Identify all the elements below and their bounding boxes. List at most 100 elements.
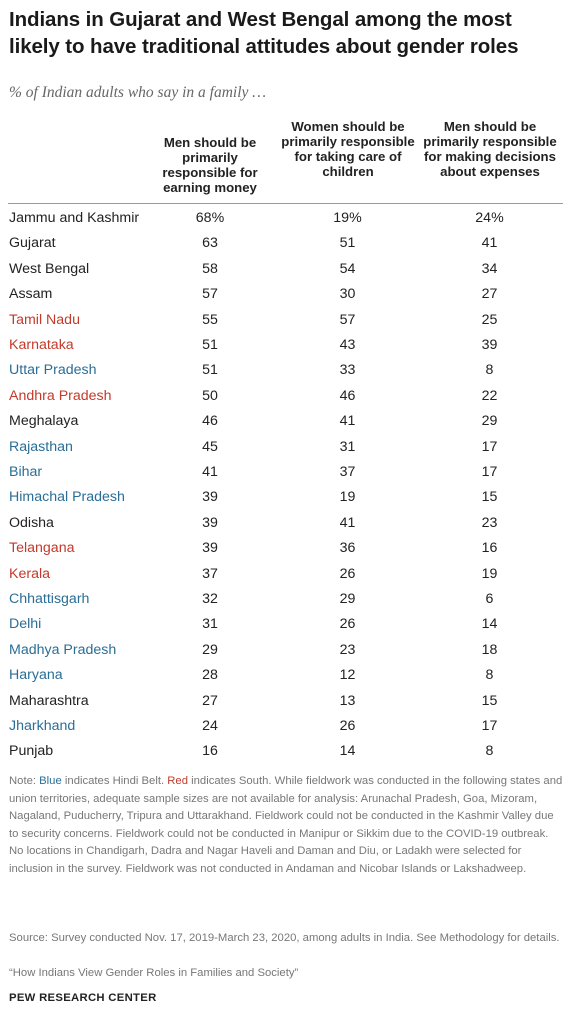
value-cell-v3: 29: [481, 413, 498, 430]
note-red-word: Red: [167, 775, 188, 787]
value-cell-v3: 39: [481, 337, 498, 353]
column-header-childcare: Women should be primarily responsible fo…: [281, 119, 415, 179]
value-cell-v3: 17: [481, 718, 498, 734]
pew-logo-text: PEW RESEARCH CENTER: [9, 992, 157, 1004]
column-header-earning-money: Men should be primarily responsible for …: [162, 135, 258, 195]
value-cell-v3: 8: [485, 667, 494, 684]
table-row: Gujarat 63 51 41: [0, 233, 571, 258]
chart-title: Indians in Gujarat and West Bengal among…: [9, 8, 519, 58]
value-cell-v3: 8: [485, 362, 494, 379]
table-row: Chhattisgarh 32 29 6: [0, 589, 571, 614]
value-cell-v2: 33: [339, 362, 356, 379]
state-name: Andhra Pradesh: [9, 387, 112, 404]
value-cell-v2: 12: [339, 667, 356, 684]
value-cell-v1: 57: [202, 286, 218, 303]
value-cell-v1: 41: [202, 464, 218, 480]
value-cell-v2: 19%: [333, 210, 362, 226]
value-cell-v3: 18: [481, 641, 498, 658]
value-cell-v2: 26: [339, 718, 356, 734]
value-cell-v2: 13: [339, 692, 356, 709]
value-cell-v2: 29: [339, 591, 356, 607]
table-row: Andhra Pradesh 50 46 22: [0, 386, 571, 411]
value-cell-v3: 41: [481, 235, 498, 252]
column-header-expenses: Men should be primarily responsible for …: [423, 119, 557, 179]
table-row: Tamil Nadu 55 57 25: [0, 310, 571, 335]
state-name: Odisha: [9, 514, 54, 531]
table-row: Kerala 37 26 19: [0, 564, 571, 589]
footnote: Note: Blue indicates Hindi Belt. Red ind…: [9, 775, 563, 875]
state-name: Delhi: [9, 616, 42, 633]
state-name: Tamil Nadu: [9, 311, 80, 328]
value-cell-v1: 27: [202, 692, 218, 709]
table-row: Odisha 39 41 23: [0, 513, 571, 538]
value-cell-v2: 51: [339, 235, 356, 252]
chart-subtitle: % of Indian adults who say in a family …: [9, 84, 267, 101]
table-row: Haryana 28 12 8: [0, 665, 571, 690]
value-cell-v2: 43: [339, 337, 356, 353]
value-cell-v1: 55: [202, 311, 218, 328]
value-cell-v3: 27: [481, 286, 498, 303]
state-name: Bihar: [9, 464, 43, 480]
value-cell-v2: 41: [339, 413, 356, 430]
value-cell-v1: 16: [202, 743, 218, 760]
table-row: Jharkhand 24 26 17: [0, 716, 571, 741]
value-cell-v3: 15: [481, 692, 498, 709]
value-cell-v2: 46: [339, 387, 356, 404]
value-cell-v1: 58: [202, 260, 218, 277]
table-row: Bihar 41 37 17: [0, 462, 571, 487]
state-name: Meghalaya: [9, 413, 79, 430]
table-row: Assam 57 30 27: [0, 284, 571, 309]
value-cell-v2: 26: [339, 565, 356, 582]
value-cell-v2: 57: [339, 311, 356, 328]
note-blue-word: Blue: [39, 775, 62, 787]
table-row: Himachal Pradesh 39 19 15: [0, 487, 571, 512]
value-cell-v2: 19: [339, 489, 356, 506]
state-name: Uttar Pradesh: [9, 362, 97, 379]
value-cell-v2: 26: [339, 616, 356, 633]
value-cell-v1: 28: [202, 667, 218, 684]
value-cell-v3: 14: [481, 616, 498, 633]
report-title: “How Indians View Gender Roles in Famili…: [9, 967, 299, 979]
value-cell-v3: 34: [481, 260, 498, 277]
table-row: Jammu and Kashmir 68% 19% 24%: [0, 208, 571, 233]
table-row: Punjab 16 14 8: [0, 741, 571, 766]
value-cell-v2: 37: [339, 464, 356, 480]
value-cell-v3: 19: [481, 565, 498, 582]
value-cell-v3: 8: [485, 743, 494, 760]
value-cell-v2: 54: [339, 260, 356, 277]
table-row: Uttar Pradesh 51 33 8: [0, 360, 571, 385]
value-cell-v1: 39: [202, 540, 218, 557]
value-cell-v1: 29: [202, 641, 218, 658]
value-cell-v3: 15: [481, 489, 498, 506]
value-cell-v2: 23: [339, 641, 356, 658]
state-name: Rajasthan: [9, 438, 73, 455]
value-cell-v3: 23: [481, 514, 498, 531]
state-name: Jammu and Kashmir: [9, 210, 140, 226]
table-row: Meghalaya 46 41 29: [0, 411, 571, 436]
value-cell-v1: 51: [202, 362, 218, 379]
value-cell-v1: 37: [202, 565, 218, 582]
value-cell-v3: 17: [481, 438, 498, 455]
value-cell-v1: 63: [202, 235, 218, 252]
state-name: Gujarat: [9, 235, 56, 252]
value-cell-v3: 24%: [475, 210, 504, 226]
state-name: Telangana: [9, 540, 75, 557]
value-cell-v2: 31: [339, 438, 356, 455]
value-cell-v2: 36: [339, 540, 356, 557]
value-cell-v1: 39: [202, 514, 218, 531]
value-cell-v1: 24: [202, 718, 218, 734]
value-cell-v3: 25: [481, 311, 498, 328]
state-name: Madhya Pradesh: [9, 641, 117, 658]
value-cell-v1: 51: [202, 337, 218, 353]
table-row: West Bengal 58 54 34: [0, 259, 571, 284]
state-name: Karnataka: [9, 337, 74, 353]
value-cell-v2: 41: [339, 514, 356, 531]
table-row: Maharashtra 27 13 15: [0, 691, 571, 716]
value-cell-v2: 30: [339, 286, 356, 303]
value-cell-v1: 68%: [195, 210, 225, 226]
value-cell-v3: 17: [481, 464, 498, 480]
source-note: Source: Survey conducted Nov. 17, 2019-M…: [9, 932, 560, 944]
value-cell-v1: 50: [202, 387, 218, 404]
value-cell-v2: 14: [339, 743, 356, 760]
value-cell-v1: 45: [202, 438, 218, 455]
